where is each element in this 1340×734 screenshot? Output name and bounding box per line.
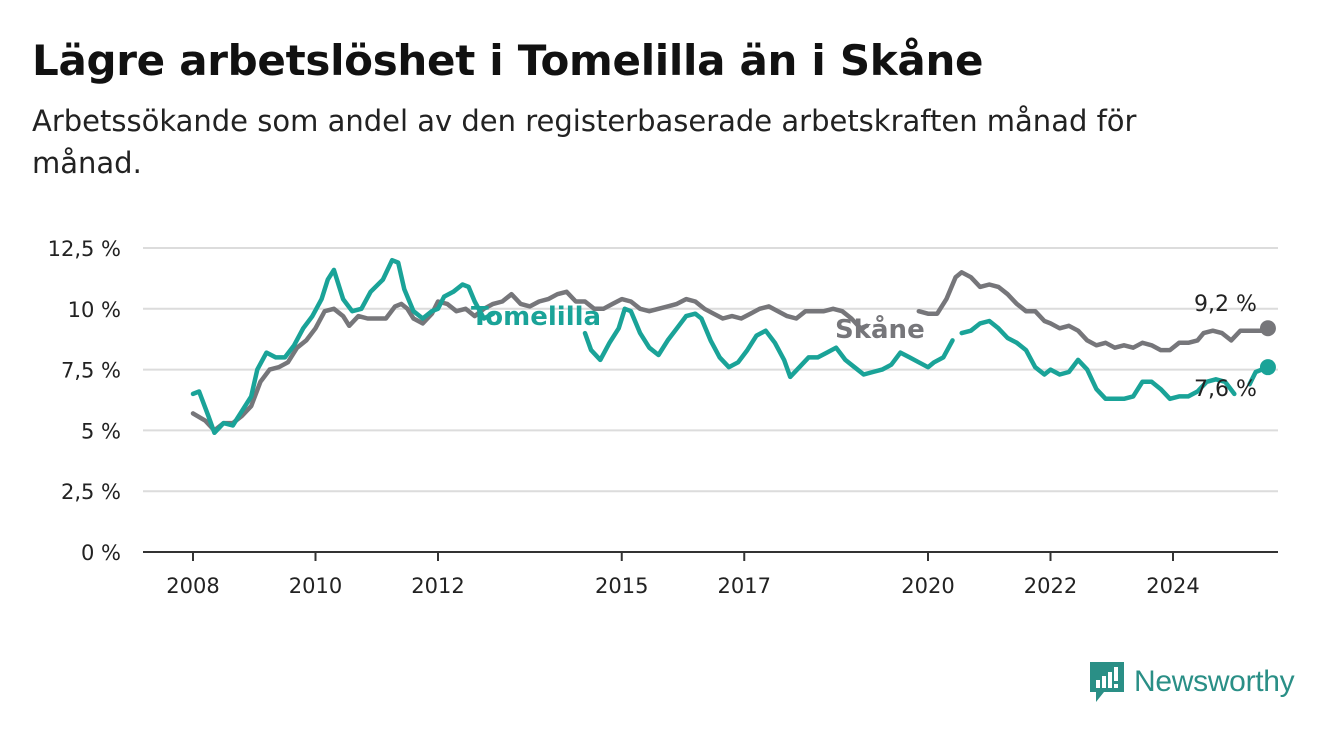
end-point-tomelilla [1259, 359, 1276, 376]
y-tick-label: 5 % [81, 419, 121, 443]
x-axis-ticks: 2008 2010 2012 2015 2017 2020 2022 2024 [166, 552, 1200, 598]
series-labels: Skåne Tomelilla 9,2 % 7,6 % [471, 292, 1257, 402]
brand-name: Newsworthy [1134, 665, 1295, 698]
end-label-skane: 9,2 % [1194, 292, 1257, 317]
series-label-tomelilla: Tomelilla [471, 302, 601, 332]
x-tick-label: 2010 [289, 574, 342, 598]
series-line-tomelilla [582, 306, 955, 380]
end-point-skåne [1259, 320, 1276, 337]
y-tick-label: 12,5 % [48, 237, 121, 261]
y-axis-ticks: 0 % 2,5 % 5 % 7,5 % 10 % 12,5 % [48, 237, 121, 565]
y-tick-label: 10 % [68, 298, 121, 322]
x-tick-label: 2022 [1024, 574, 1077, 598]
newsworthy-logo-icon [1090, 662, 1124, 702]
chart-subtitle: Arbetssökande som andel av den registerb… [32, 104, 1137, 180]
series-line-tomelilla [959, 318, 1237, 402]
series-line-skåne [190, 289, 870, 433]
newsworthy-logo: Newsworthy [1088, 660, 1295, 704]
chart-title: Lägre arbetslöshet i Tomelilla än i Skån… [32, 36, 984, 85]
x-tick-label: 2020 [901, 574, 954, 598]
series-line-tomelilla [190, 257, 496, 436]
y-tick-label: 7,5 % [61, 359, 121, 383]
gridlines [143, 247, 1278, 553]
end-label-tomelilla: 7,6 % [1194, 377, 1257, 402]
x-tick-label: 2024 [1146, 574, 1199, 598]
y-tick-label: 0 % [81, 541, 121, 565]
series-lines [190, 257, 1276, 436]
series-label-skane: Skåne [835, 313, 925, 345]
x-tick-label: 2012 [411, 574, 464, 598]
x-tick-label: 2008 [166, 574, 219, 598]
y-tick-label: 2,5 % [61, 480, 121, 504]
x-tick-label: 2017 [718, 574, 771, 598]
series-line-skåne [916, 270, 1271, 353]
x-tick-label: 2015 [595, 574, 648, 598]
